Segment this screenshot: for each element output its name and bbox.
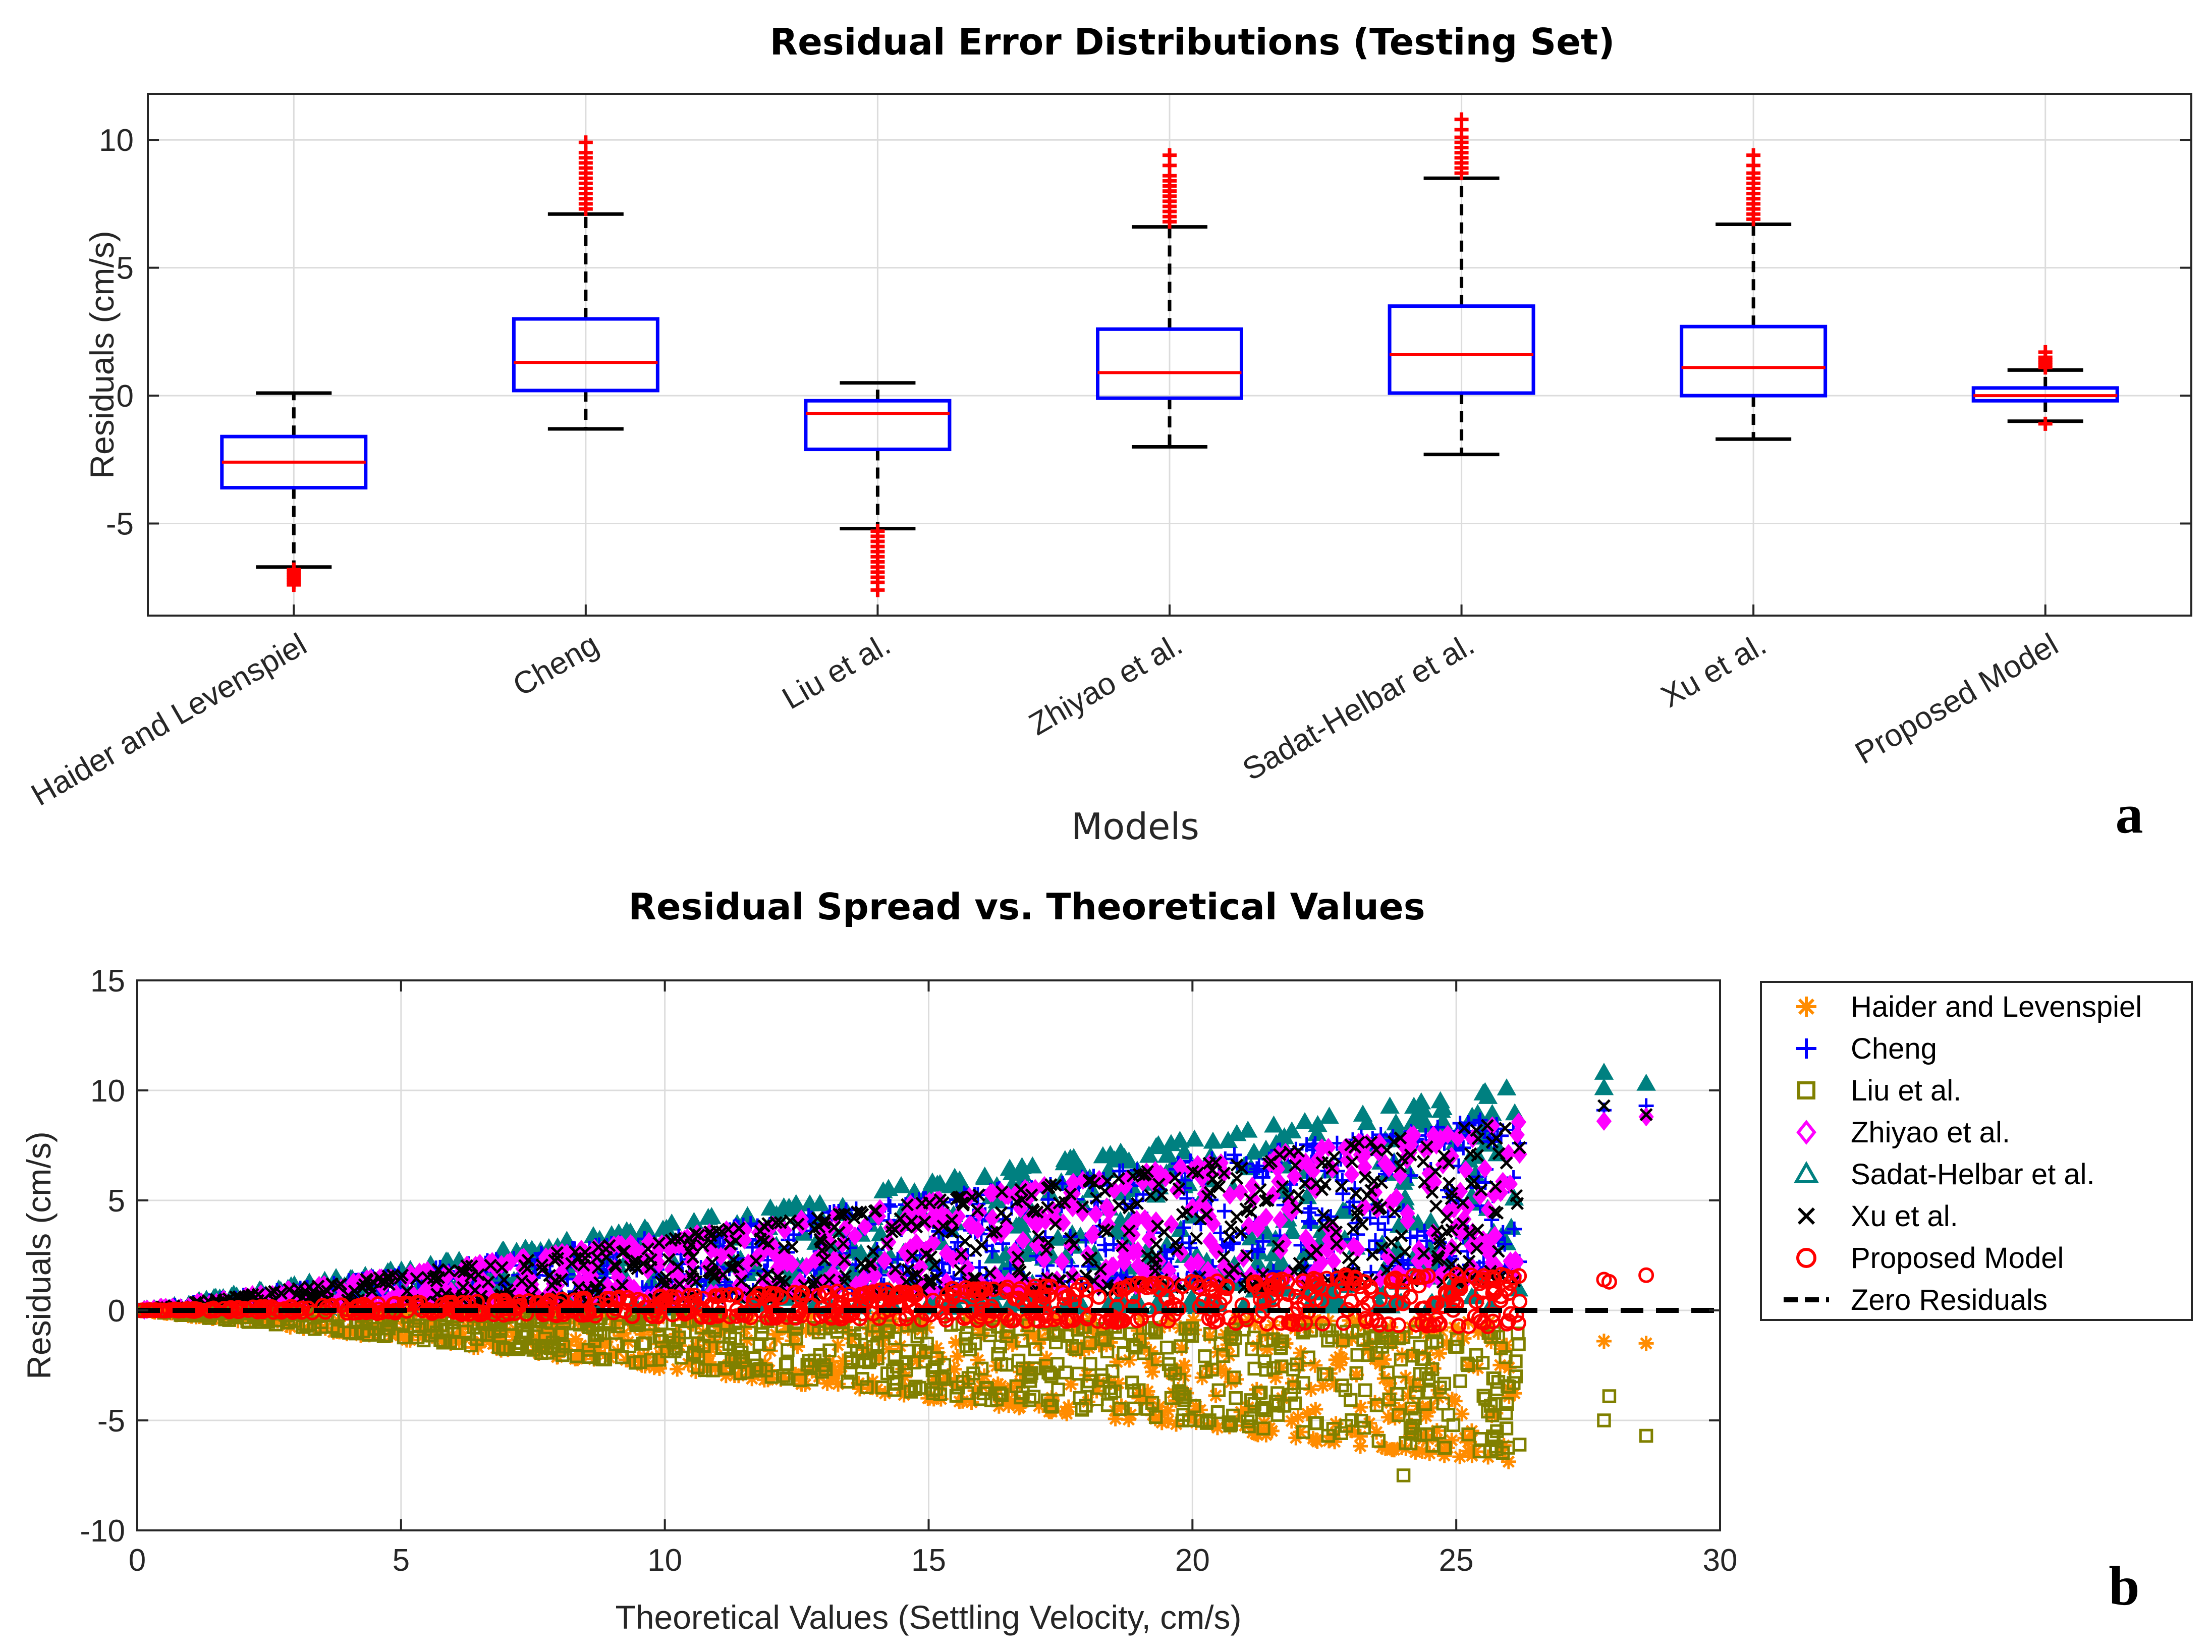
y-tick-label: 10 bbox=[99, 123, 134, 158]
data-point bbox=[1058, 1404, 1073, 1419]
data-point bbox=[466, 1340, 481, 1355]
data-point bbox=[1145, 1364, 1160, 1380]
data-point bbox=[1177, 1358, 1192, 1373]
data-point bbox=[1353, 1439, 1368, 1454]
y-tick-label: -5 bbox=[106, 507, 134, 542]
data-point bbox=[1367, 1395, 1382, 1410]
scatter-title: Residual Spread vs. Theoretical Values bbox=[628, 886, 1425, 928]
data-point bbox=[1452, 1449, 1467, 1464]
box-plot-y-axis-label: Residuals (cm/s) bbox=[83, 231, 121, 478]
data-point bbox=[1639, 1336, 1654, 1351]
data-point bbox=[1291, 1409, 1306, 1424]
data-point bbox=[1369, 1424, 1384, 1440]
data-point bbox=[1308, 1402, 1323, 1417]
box-plot-x-axis-label: Models bbox=[1071, 805, 1199, 848]
data-point bbox=[1264, 1423, 1280, 1439]
box-plot-title: Residual Error Distributions (Testing Se… bbox=[770, 21, 1615, 63]
data-point bbox=[1422, 1446, 1437, 1461]
data-point bbox=[1445, 1392, 1460, 1407]
data-point bbox=[1332, 1349, 1347, 1364]
data-point bbox=[1420, 1401, 1435, 1416]
data-point bbox=[1596, 1334, 1612, 1349]
panel-label-a: a bbox=[2116, 783, 2143, 845]
